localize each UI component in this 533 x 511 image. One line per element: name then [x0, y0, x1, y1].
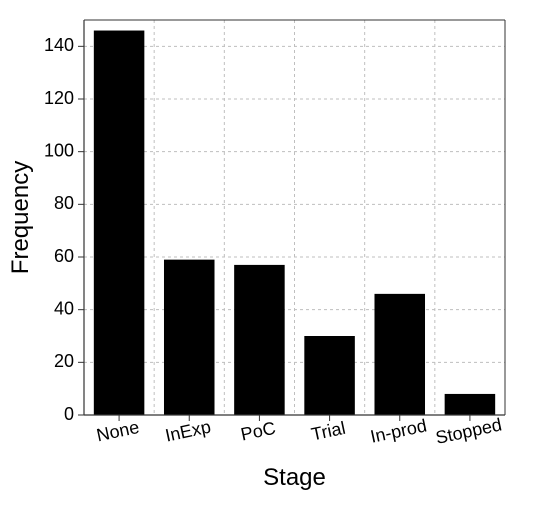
bar — [234, 265, 285, 415]
bar — [304, 336, 355, 415]
bar — [164, 260, 215, 415]
bar — [94, 31, 145, 415]
y-tick-label: 100 — [44, 140, 74, 160]
x-axis-label: Stage — [263, 464, 326, 491]
y-tick-label: 120 — [44, 88, 74, 108]
frequency-bar-chart: 020406080100120140NoneInExpPoCTrialIn-pr… — [0, 0, 533, 511]
y-tick-label: 140 — [44, 35, 74, 55]
y-tick-label: 20 — [54, 351, 74, 371]
y-tick-label: 40 — [54, 298, 74, 318]
bar — [374, 294, 425, 415]
y-tick-label: 80 — [54, 193, 74, 213]
y-tick-label: 60 — [54, 246, 74, 266]
y-tick-label: 0 — [64, 404, 74, 424]
chart-svg: 020406080100120140NoneInExpPoCTrialIn-pr… — [0, 0, 533, 511]
y-axis-label: Frequency — [7, 161, 34, 274]
bar — [445, 394, 496, 415]
